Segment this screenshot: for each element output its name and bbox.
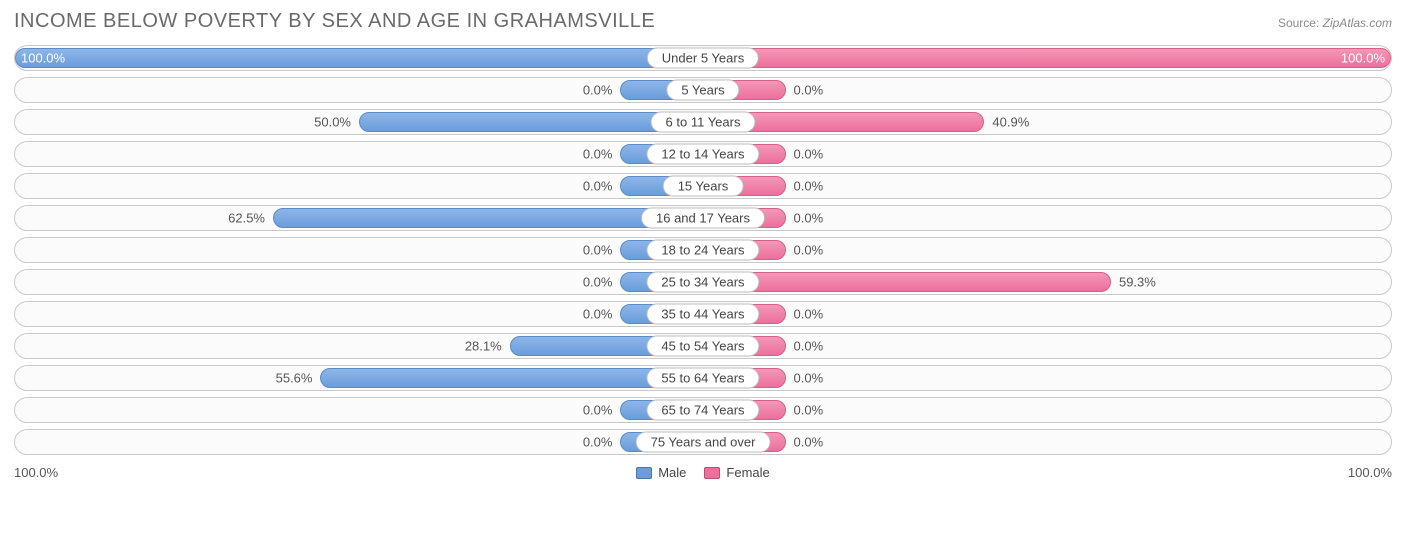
female-value: 100.0% — [1341, 51, 1385, 66]
chart-row: 0.0% 0.0% 35 to 44 Years — [14, 301, 1392, 327]
female-value: 0.0% — [794, 435, 824, 450]
chart-header: INCOME BELOW POVERTY BY SEX AND AGE IN G… — [14, 10, 1392, 33]
legend-female: Female — [704, 465, 769, 480]
female-value: 0.0% — [794, 83, 824, 98]
female-value: 59.3% — [1119, 275, 1156, 290]
female-value: 0.0% — [794, 339, 824, 354]
male-bar — [273, 208, 703, 228]
chart-row: 0.0% 59.3% 25 to 34 Years — [14, 269, 1392, 295]
chart-title: INCOME BELOW POVERTY BY SEX AND AGE IN G… — [14, 10, 655, 33]
female-swatch-icon — [704, 467, 720, 479]
chart-row: 50.0% 40.9% 6 to 11 Years — [14, 109, 1392, 135]
chart-row: 100.0% 100.0% Under 5 Years — [14, 45, 1392, 71]
male-value: 0.0% — [583, 307, 613, 322]
age-label: Under 5 Years — [647, 48, 759, 69]
male-value: 28.1% — [465, 339, 502, 354]
female-value: 0.0% — [794, 403, 824, 418]
legend-male-label: Male — [658, 465, 686, 480]
legend: Male Female — [636, 465, 770, 480]
age-label: 35 to 44 Years — [646, 304, 759, 325]
chart-row: 0.0% 0.0% 5 Years — [14, 77, 1392, 103]
age-label: 45 to 54 Years — [646, 336, 759, 357]
axis-right-max: 100.0% — [1348, 465, 1392, 480]
male-value: 0.0% — [583, 147, 613, 162]
female-value: 0.0% — [794, 371, 824, 386]
chart-row: 62.5% 0.0% 16 and 17 Years — [14, 205, 1392, 231]
female-value: 0.0% — [794, 147, 824, 162]
male-value: 0.0% — [583, 243, 613, 258]
female-value: 0.0% — [794, 243, 824, 258]
chart-row: 0.0% 0.0% 65 to 74 Years — [14, 397, 1392, 423]
chart-row: 28.1% 0.0% 45 to 54 Years — [14, 333, 1392, 359]
chart-footer: 100.0% Male Female 100.0% — [14, 465, 1392, 480]
source-label: Source: — [1278, 16, 1323, 30]
female-value: 0.0% — [794, 307, 824, 322]
male-value: 62.5% — [228, 211, 265, 226]
age-label: 16 and 17 Years — [641, 208, 765, 229]
age-label: 5 Years — [666, 80, 739, 101]
chart-row: 0.0% 0.0% 18 to 24 Years — [14, 237, 1392, 263]
male-value: 0.0% — [583, 83, 613, 98]
male-value: 55.6% — [276, 371, 313, 386]
chart-row: 0.0% 0.0% 75 Years and over — [14, 429, 1392, 455]
female-value: 0.0% — [794, 179, 824, 194]
male-value: 0.0% — [583, 275, 613, 290]
male-value: 0.0% — [583, 435, 613, 450]
female-bar — [703, 48, 1391, 68]
chart-row: 0.0% 0.0% 12 to 14 Years — [14, 141, 1392, 167]
female-bar — [703, 272, 1111, 292]
chart-rows: 100.0% 100.0% Under 5 Years 0.0% 0.0% 5 Years… — [14, 45, 1392, 455]
chart-row: 0.0% 0.0% 15 Years — [14, 173, 1392, 199]
chart-source: Source: ZipAtlas.com — [1278, 16, 1392, 30]
legend-male: Male — [636, 465, 686, 480]
male-value: 50.0% — [314, 115, 351, 130]
age-label: 15 Years — [663, 176, 744, 197]
age-label: 75 Years and over — [636, 432, 771, 453]
female-value: 40.9% — [992, 115, 1029, 130]
age-label: 25 to 34 Years — [646, 272, 759, 293]
male-value: 0.0% — [583, 403, 613, 418]
male-swatch-icon — [636, 467, 652, 479]
female-value: 0.0% — [794, 211, 824, 226]
age-label: 65 to 74 Years — [646, 400, 759, 421]
age-label: 55 to 64 Years — [646, 368, 759, 389]
male-bar — [15, 48, 703, 68]
legend-female-label: Female — [726, 465, 769, 480]
age-label: 6 to 11 Years — [651, 112, 756, 133]
male-value: 100.0% — [21, 51, 65, 66]
source-value: ZipAtlas.com — [1323, 16, 1392, 30]
age-label: 18 to 24 Years — [646, 240, 759, 261]
chart-row: 55.6% 0.0% 55 to 64 Years — [14, 365, 1392, 391]
age-label: 12 to 14 Years — [646, 144, 759, 165]
axis-left-max: 100.0% — [14, 465, 58, 480]
male-value: 0.0% — [583, 179, 613, 194]
